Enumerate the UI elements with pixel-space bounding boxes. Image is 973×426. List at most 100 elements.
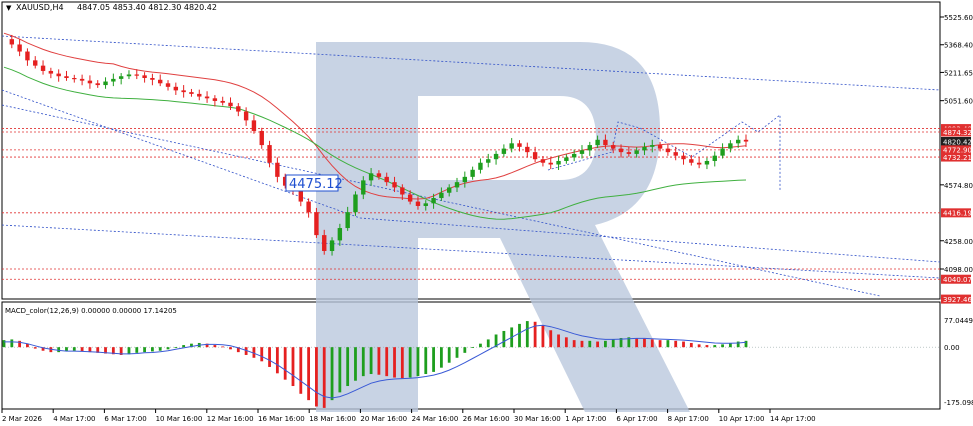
candle-body [111, 78, 116, 82]
macd-pane-frame [1, 301, 941, 410]
candle-body [415, 201, 421, 206]
macd-bar [658, 340, 662, 348]
candle-body [251, 120, 257, 131]
macd-bar [119, 347, 123, 355]
candle-body [618, 148, 624, 153]
macd-bar [416, 347, 420, 377]
candle-body [173, 86, 179, 91]
price-tag-label: 4874.32 [943, 129, 972, 137]
macd-bar [205, 343, 209, 348]
macd-bar [377, 347, 381, 375]
macd-bar [721, 344, 724, 348]
price-tag-label: 4732.21 [943, 154, 972, 162]
price-tag [941, 145, 971, 155]
candle-body [353, 194, 358, 213]
x-tick-label: 20 Mar 16:00 [360, 415, 407, 423]
macd-bar [291, 347, 295, 387]
macd-bar [580, 340, 584, 348]
macd-bar [268, 347, 271, 367]
candle-body [509, 143, 514, 149]
price-tag [941, 127, 971, 137]
candle-body [603, 139, 608, 146]
candle-body [579, 150, 585, 154]
macd-bar [244, 347, 248, 355]
candle-body [17, 44, 22, 52]
macd-tick-label: 0.00 [944, 344, 960, 352]
candle-body [595, 139, 600, 146]
candle-body [486, 159, 491, 163]
macd-bar [439, 347, 443, 368]
macd-histogram [2, 321, 940, 408]
x-tick-label: 18 Mar 16:00 [309, 415, 356, 423]
macd-signal-line [4, 324, 747, 399]
candle-body [228, 102, 233, 107]
x-tick-label: 1 Apr 17:00 [565, 415, 606, 423]
annotation-value: 4475.12 [289, 177, 343, 192]
macd-bar [283, 347, 287, 380]
candles [9, 34, 749, 256]
candle-body [298, 190, 303, 202]
candle-body [564, 157, 569, 161]
macd-bar [18, 340, 22, 348]
candle-body [728, 143, 733, 149]
candle-body [126, 74, 132, 77]
x-tick-label: 2 Mar 2026 [2, 415, 42, 423]
macd-bar [275, 347, 279, 374]
candle-body [158, 79, 163, 84]
symbol-label: XAUUSD,H4 [16, 3, 64, 12]
candle-body [650, 145, 655, 147]
macd-bar [604, 340, 607, 348]
macd-bar [322, 347, 326, 408]
candle-body [712, 155, 717, 161]
candle-body [626, 152, 632, 154]
y-tick-label: 5525.60 [944, 14, 973, 22]
price-annotation[interactable]: 4475.12 [285, 174, 343, 192]
macd-bar [744, 340, 748, 348]
macd-bar [549, 330, 553, 348]
candle-body [134, 74, 139, 76]
x-tick-label: 30 Mar 16:00 [514, 415, 561, 423]
candle-body [306, 201, 311, 213]
macd-bar [151, 347, 154, 352]
macd-bar [619, 338, 623, 348]
candle-body [165, 83, 171, 87]
macd-bar [479, 343, 482, 348]
macd-bar [182, 345, 186, 348]
y-tick-label: 4574.80 [944, 182, 973, 190]
trend-line [1, 224, 941, 279]
candle-body [384, 176, 389, 183]
candle-body [33, 60, 38, 66]
candle-body [87, 80, 93, 84]
candle-body [540, 159, 546, 163]
macd-bar [564, 337, 568, 348]
macd-label: MACD_color(12,26,9) 0.00000 0.00000 17.1… [5, 307, 177, 315]
macd-bar [236, 347, 240, 353]
candle-body [25, 51, 30, 61]
candle-body [40, 65, 46, 71]
macd-bar [533, 321, 537, 348]
macd-bar [104, 347, 107, 354]
macd-bar [635, 338, 639, 348]
collapse-arrow-icon[interactable]: ▼ [6, 4, 12, 12]
macd-bar [494, 334, 498, 348]
candle-body [501, 148, 507, 154]
macd-bar [666, 340, 670, 348]
candle-body [56, 73, 61, 77]
price-tag [941, 294, 971, 304]
macd-bar [682, 341, 685, 348]
axes: 5525.60 5368.40 5211.65 5051.60 4574.80 4258.… [1, 14, 973, 423]
candle-body [181, 90, 186, 93]
macd-bar [111, 347, 115, 355]
x-tick-label: 14 Apr 17:00 [770, 415, 816, 423]
candle-body [478, 162, 483, 170]
price-tag [941, 208, 971, 218]
ohlc-label: 4847.05 4853.40 4812.30 4820.42 [77, 3, 217, 12]
macd-bar [2, 340, 6, 348]
candle-body [220, 100, 225, 103]
macd-tick-label: 77.04494 [944, 317, 973, 325]
candle-body [72, 78, 77, 80]
macd-bar [338, 347, 342, 393]
candle-body [462, 176, 468, 183]
moving-average-green [3, 66, 747, 220]
